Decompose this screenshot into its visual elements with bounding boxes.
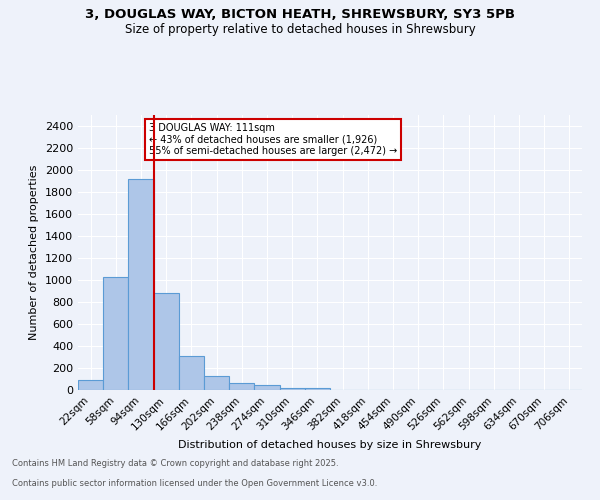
Text: Distribution of detached houses by size in Shrewsbury: Distribution of detached houses by size … bbox=[178, 440, 482, 450]
Bar bbox=[103, 276, 128, 390]
Bar bbox=[128, 179, 154, 390]
Text: 3, DOUGLAS WAY, BICTON HEATH, SHREWSBURY, SY3 5PB: 3, DOUGLAS WAY, BICTON HEATH, SHREWSBURY… bbox=[85, 8, 515, 20]
Bar bbox=[305, 388, 330, 390]
Text: 3 DOUGLAS WAY: 111sqm
← 43% of detached houses are smaller (1,926)
55% of semi-d: 3 DOUGLAS WAY: 111sqm ← 43% of detached … bbox=[149, 123, 397, 156]
Bar bbox=[78, 380, 103, 390]
Text: Size of property relative to detached houses in Shrewsbury: Size of property relative to detached ho… bbox=[125, 22, 475, 36]
Bar bbox=[229, 384, 254, 390]
Y-axis label: Number of detached properties: Number of detached properties bbox=[29, 165, 40, 340]
Bar bbox=[204, 376, 229, 390]
Bar bbox=[154, 293, 179, 390]
Bar bbox=[254, 385, 280, 390]
Bar bbox=[179, 356, 204, 390]
Text: Contains HM Land Registry data © Crown copyright and database right 2025.: Contains HM Land Registry data © Crown c… bbox=[12, 458, 338, 468]
Bar bbox=[280, 388, 305, 390]
Text: Contains public sector information licensed under the Open Government Licence v3: Contains public sector information licen… bbox=[12, 478, 377, 488]
